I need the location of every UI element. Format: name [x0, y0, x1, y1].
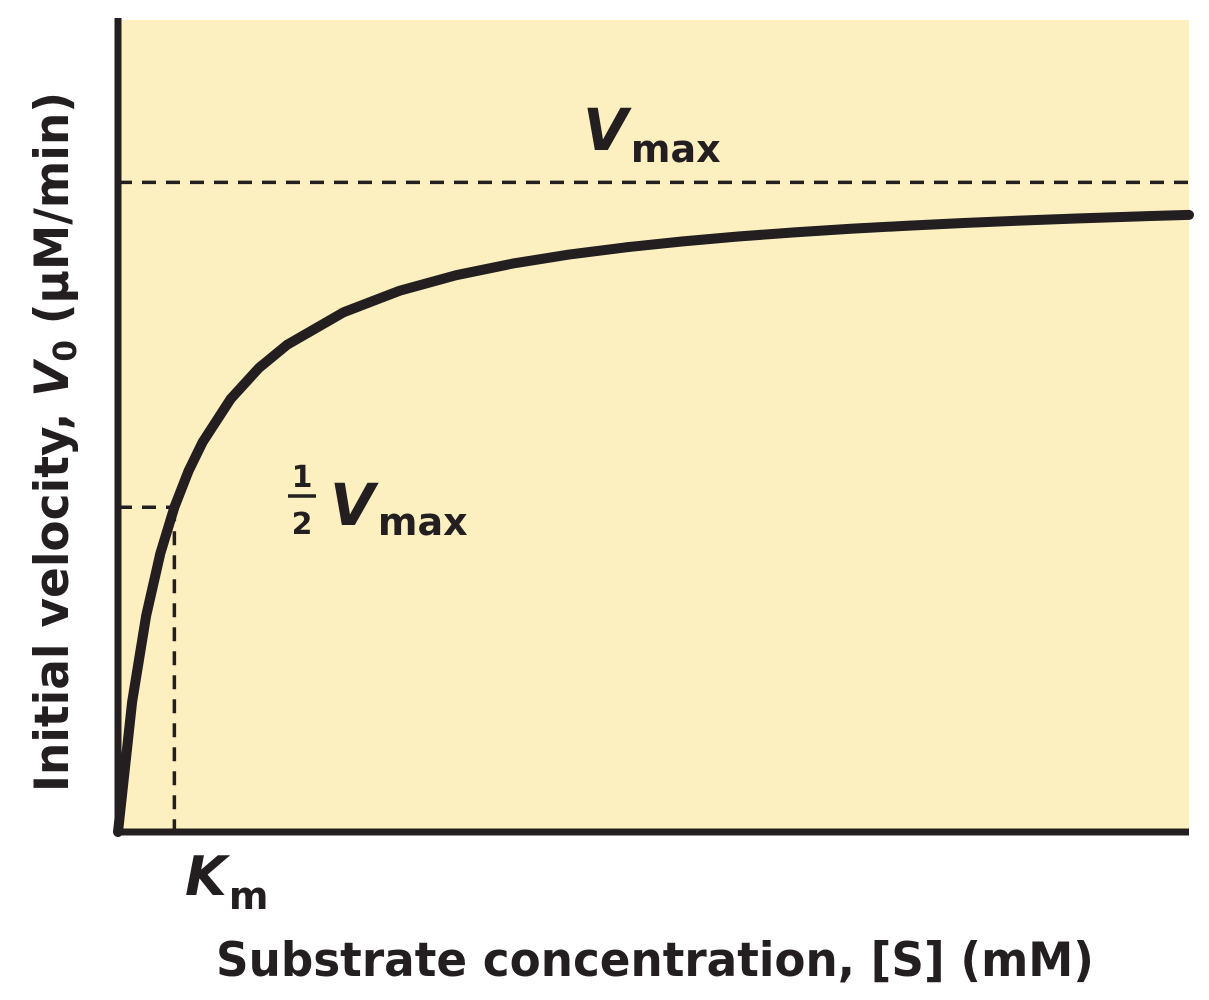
km-label: Km [185, 845, 268, 918]
vmax-label-main: V [583, 96, 632, 164]
y-axis-title-unit: (μM/min) [25, 92, 80, 340]
x-axis-title: Substrate concentration, [S] (mM) [216, 933, 1094, 988]
km-label-sub: m [229, 874, 269, 918]
y-axis-title-var: V [25, 358, 80, 397]
half-vmax-denominator: 2 [292, 507, 313, 542]
plot-background [118, 20, 1189, 832]
half-vmax-main: Vmax [330, 471, 468, 544]
velocity-curve [113, 209, 1194, 837]
y-axis-title-text: Initial velocity, [25, 397, 80, 792]
y-axis-title-sub: 0 [46, 340, 84, 362]
half-vmax-label-main: V [330, 471, 379, 539]
half-vmax-label: 1 2 Vmax [288, 460, 468, 544]
half-vmax-label-sub: max [378, 500, 468, 544]
km-label-main: K [185, 845, 231, 908]
vmax-label-sub: max [631, 127, 721, 171]
vmax-label: Vmax [583, 96, 721, 171]
half-vmax-numerator: 1 [292, 460, 313, 495]
y-axis-title: Initial velocity, V0 (μM/min) [25, 92, 84, 792]
